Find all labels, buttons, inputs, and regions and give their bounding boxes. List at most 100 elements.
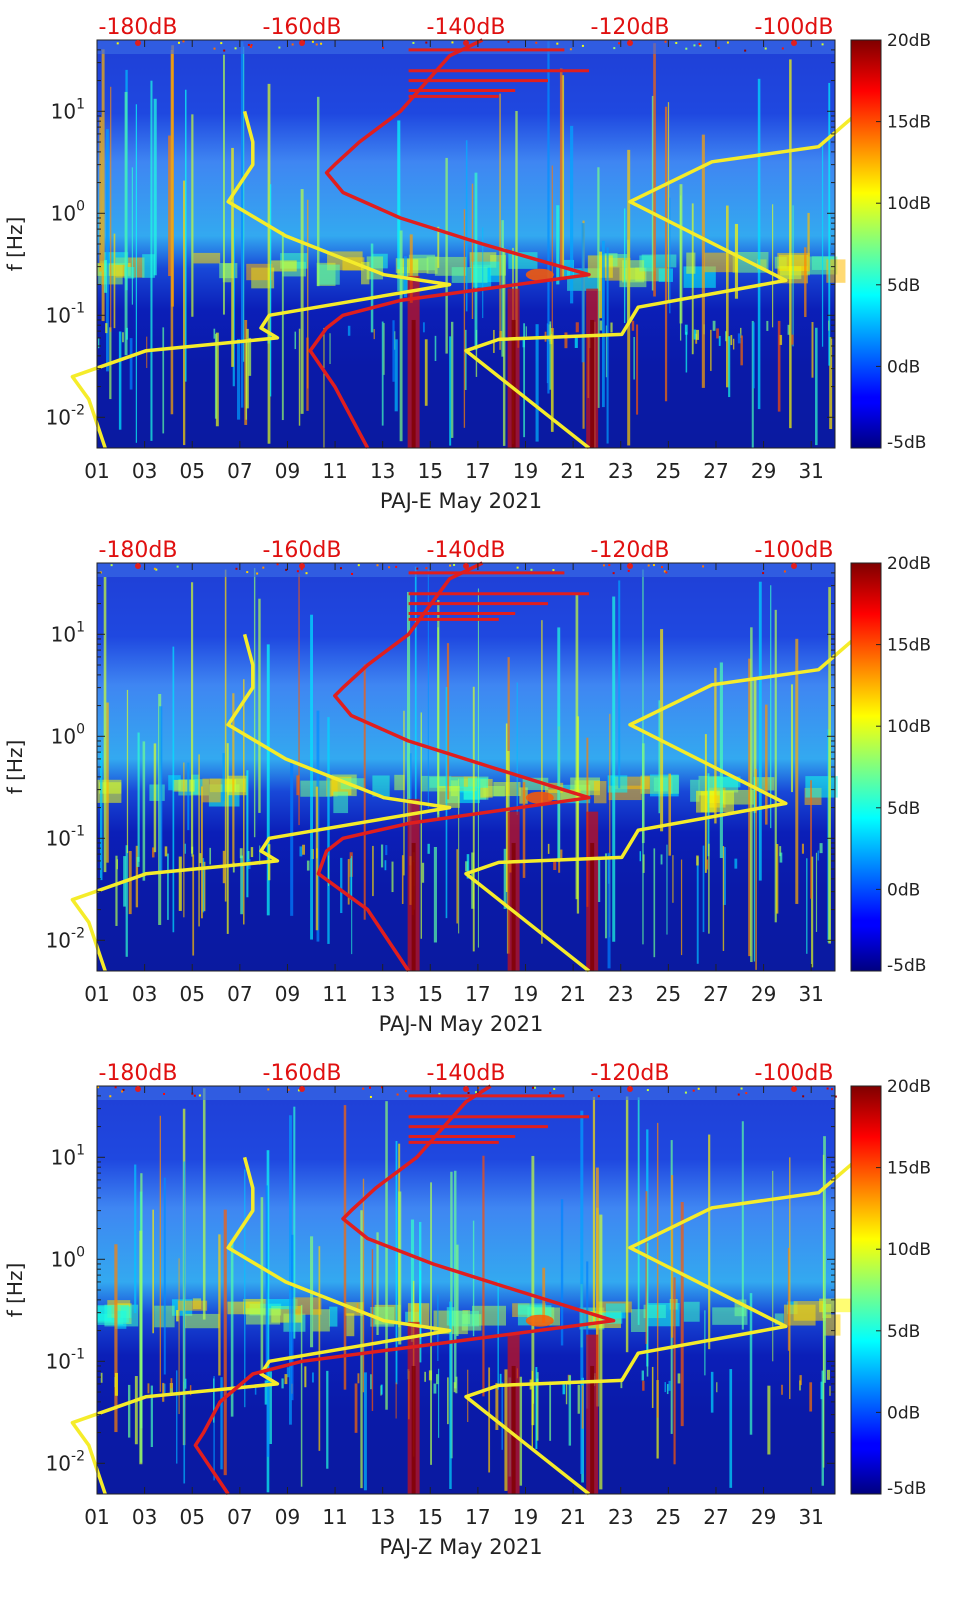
spectrogram-background	[97, 563, 835, 971]
y-tick-label: 10-2	[46, 925, 85, 952]
colorbar-tick-label: 5dB	[887, 276, 920, 296]
x-tick-label: 11	[322, 982, 347, 1006]
colorbar-tick-label: 10dB	[887, 194, 931, 214]
y-tick-label: 10-1	[46, 1346, 85, 1373]
station-psd-spurs	[408, 1094, 589, 1144]
colorbar-tick-label: 20dB	[887, 1077, 931, 1097]
colorbar-tick-label: -5dB	[887, 433, 926, 453]
x-axis-label: PAJ-E May 2021	[380, 489, 542, 513]
y-axis-label: f [Hz]	[3, 740, 27, 795]
x-tick-label: 27	[703, 459, 728, 483]
colorbar-tick-label: 15dB	[887, 113, 931, 133]
y-tick-label: 101	[51, 96, 85, 123]
high-noise-model-line	[464, 109, 861, 450]
colorbar-tick-label: 10dB	[887, 1240, 931, 1260]
x-tick-label: 11	[322, 459, 347, 483]
x-tick-label: 15	[418, 459, 443, 483]
colorbar-tick-label: 15dB	[887, 636, 931, 656]
x-tick-label: 11	[322, 1505, 347, 1529]
x-tick-label: 31	[798, 1505, 823, 1529]
x-tick-label: 01	[84, 459, 109, 483]
top-db-tick-label: -140dB	[427, 1061, 506, 1086]
high-frequency-noise	[97, 1086, 835, 1100]
x-tick-label: 17	[465, 1505, 490, 1529]
colorbar-tick-label: 0dB	[887, 880, 920, 900]
x-tick-label: 17	[465, 982, 490, 1006]
low-noise-model-line	[70, 633, 452, 972]
x-tick-label: 21	[560, 982, 585, 1006]
spectrogram-panel: 01 03 05 07 09 11 13 15 17 19 21 23 25 27 29 31 10-2 10-1…	[3, 1061, 931, 1559]
x-tick-label: 31	[798, 459, 823, 483]
y-tick-label: 10-1	[46, 823, 85, 850]
x-tick-label: 01	[84, 1505, 109, 1529]
top-db-tick-label: -140dB	[427, 15, 506, 40]
top-db-tick-label: -100dB	[755, 538, 834, 563]
top-db-tick-label: -140dB	[427, 538, 506, 563]
colorbar-tick-label: 20dB	[887, 31, 931, 51]
top-db-tick-label: -120dB	[591, 1061, 670, 1086]
x-tick-label: 05	[179, 459, 204, 483]
x-tick-label: 07	[227, 982, 252, 1006]
y-tick-label: 100	[51, 198, 85, 225]
station-psd-line	[316, 561, 591, 972]
x-tick-label: 15	[418, 1505, 443, 1529]
x-tick-label: 03	[132, 1505, 157, 1529]
station-psd-line	[308, 38, 591, 449]
colorbar-tick-label: 5dB	[887, 1322, 920, 1342]
x-axis-label: PAJ-Z May 2021	[379, 1535, 542, 1559]
x-tick-label: 07	[227, 459, 252, 483]
spectrogram-background	[97, 1086, 835, 1494]
colorbar-tick-label: 5dB	[887, 799, 920, 819]
x-axis-label: PAJ-N May 2021	[379, 1012, 544, 1036]
top-db-tick-label: -180dB	[99, 15, 178, 40]
station-psd-spurs	[408, 571, 589, 621]
spectrogram-streaks	[98, 41, 833, 448]
x-tick-label: 29	[751, 459, 776, 483]
x-tick-label: 25	[656, 982, 681, 1006]
x-tick-label: 27	[703, 1505, 728, 1529]
colorbar-tick-label: -5dB	[887, 1479, 926, 1499]
spectrogram-panel: 01 03 05 07 09 11 13 15 17 19 21 23 25 27 29 31 10-2 10-1…	[3, 538, 931, 1036]
high-noise-model-line	[464, 1155, 861, 1496]
top-db-tick-label: -160dB	[263, 538, 342, 563]
x-tick-label: 25	[656, 459, 681, 483]
station-psd-line	[193, 1084, 616, 1495]
top-db-tick-label: -100dB	[755, 1061, 834, 1086]
spectrogram-panel: 01 03 05 07 09 11 13 15 17 19 21 23 25 27 29 31 10-2 10-1…	[3, 15, 931, 513]
x-tick-label: 23	[608, 1505, 633, 1529]
colorbar-tick-label: 10dB	[887, 717, 931, 737]
top-db-tick-label: -180dB	[99, 538, 178, 563]
colorbar-tick-label: 20dB	[887, 554, 931, 574]
spectrogram-streaks	[100, 1088, 831, 1493]
microseism-peak	[525, 791, 554, 804]
colorbar	[850, 562, 882, 972]
microseism-peak	[525, 1314, 554, 1327]
strong-events	[407, 1321, 599, 1494]
y-tick-label: 100	[51, 1244, 85, 1271]
x-tick-label: 07	[227, 1505, 252, 1529]
top-db-tick-label: -120dB	[591, 538, 670, 563]
x-tick-label: 09	[275, 982, 300, 1006]
y-axis-label: f [Hz]	[3, 217, 27, 272]
low-noise-model-line	[70, 110, 452, 449]
x-tick-label: 21	[560, 459, 585, 483]
x-tick-label: 23	[608, 982, 633, 1006]
x-tick-label: 13	[370, 982, 395, 1006]
x-tick-label: 21	[560, 1505, 585, 1529]
y-tick-label: 10-2	[46, 402, 85, 429]
colorbar-tick-label: -5dB	[887, 956, 926, 976]
x-tick-label: 05	[179, 982, 204, 1006]
y-tick-label: 10-1	[46, 300, 85, 327]
y-tick-label: 10-2	[46, 1448, 85, 1475]
colorbar-tick-label: 0dB	[887, 1403, 920, 1423]
x-tick-label: 03	[132, 982, 157, 1006]
low-noise-model-line	[70, 1156, 452, 1495]
colorbar	[850, 39, 882, 449]
station-psd-spurs	[408, 48, 589, 98]
colorbar-tick-label: 15dB	[887, 1159, 931, 1179]
x-tick-label: 13	[370, 459, 395, 483]
x-tick-label: 13	[370, 1505, 395, 1529]
y-tick-label: 100	[51, 721, 85, 748]
strong-events	[407, 798, 599, 971]
